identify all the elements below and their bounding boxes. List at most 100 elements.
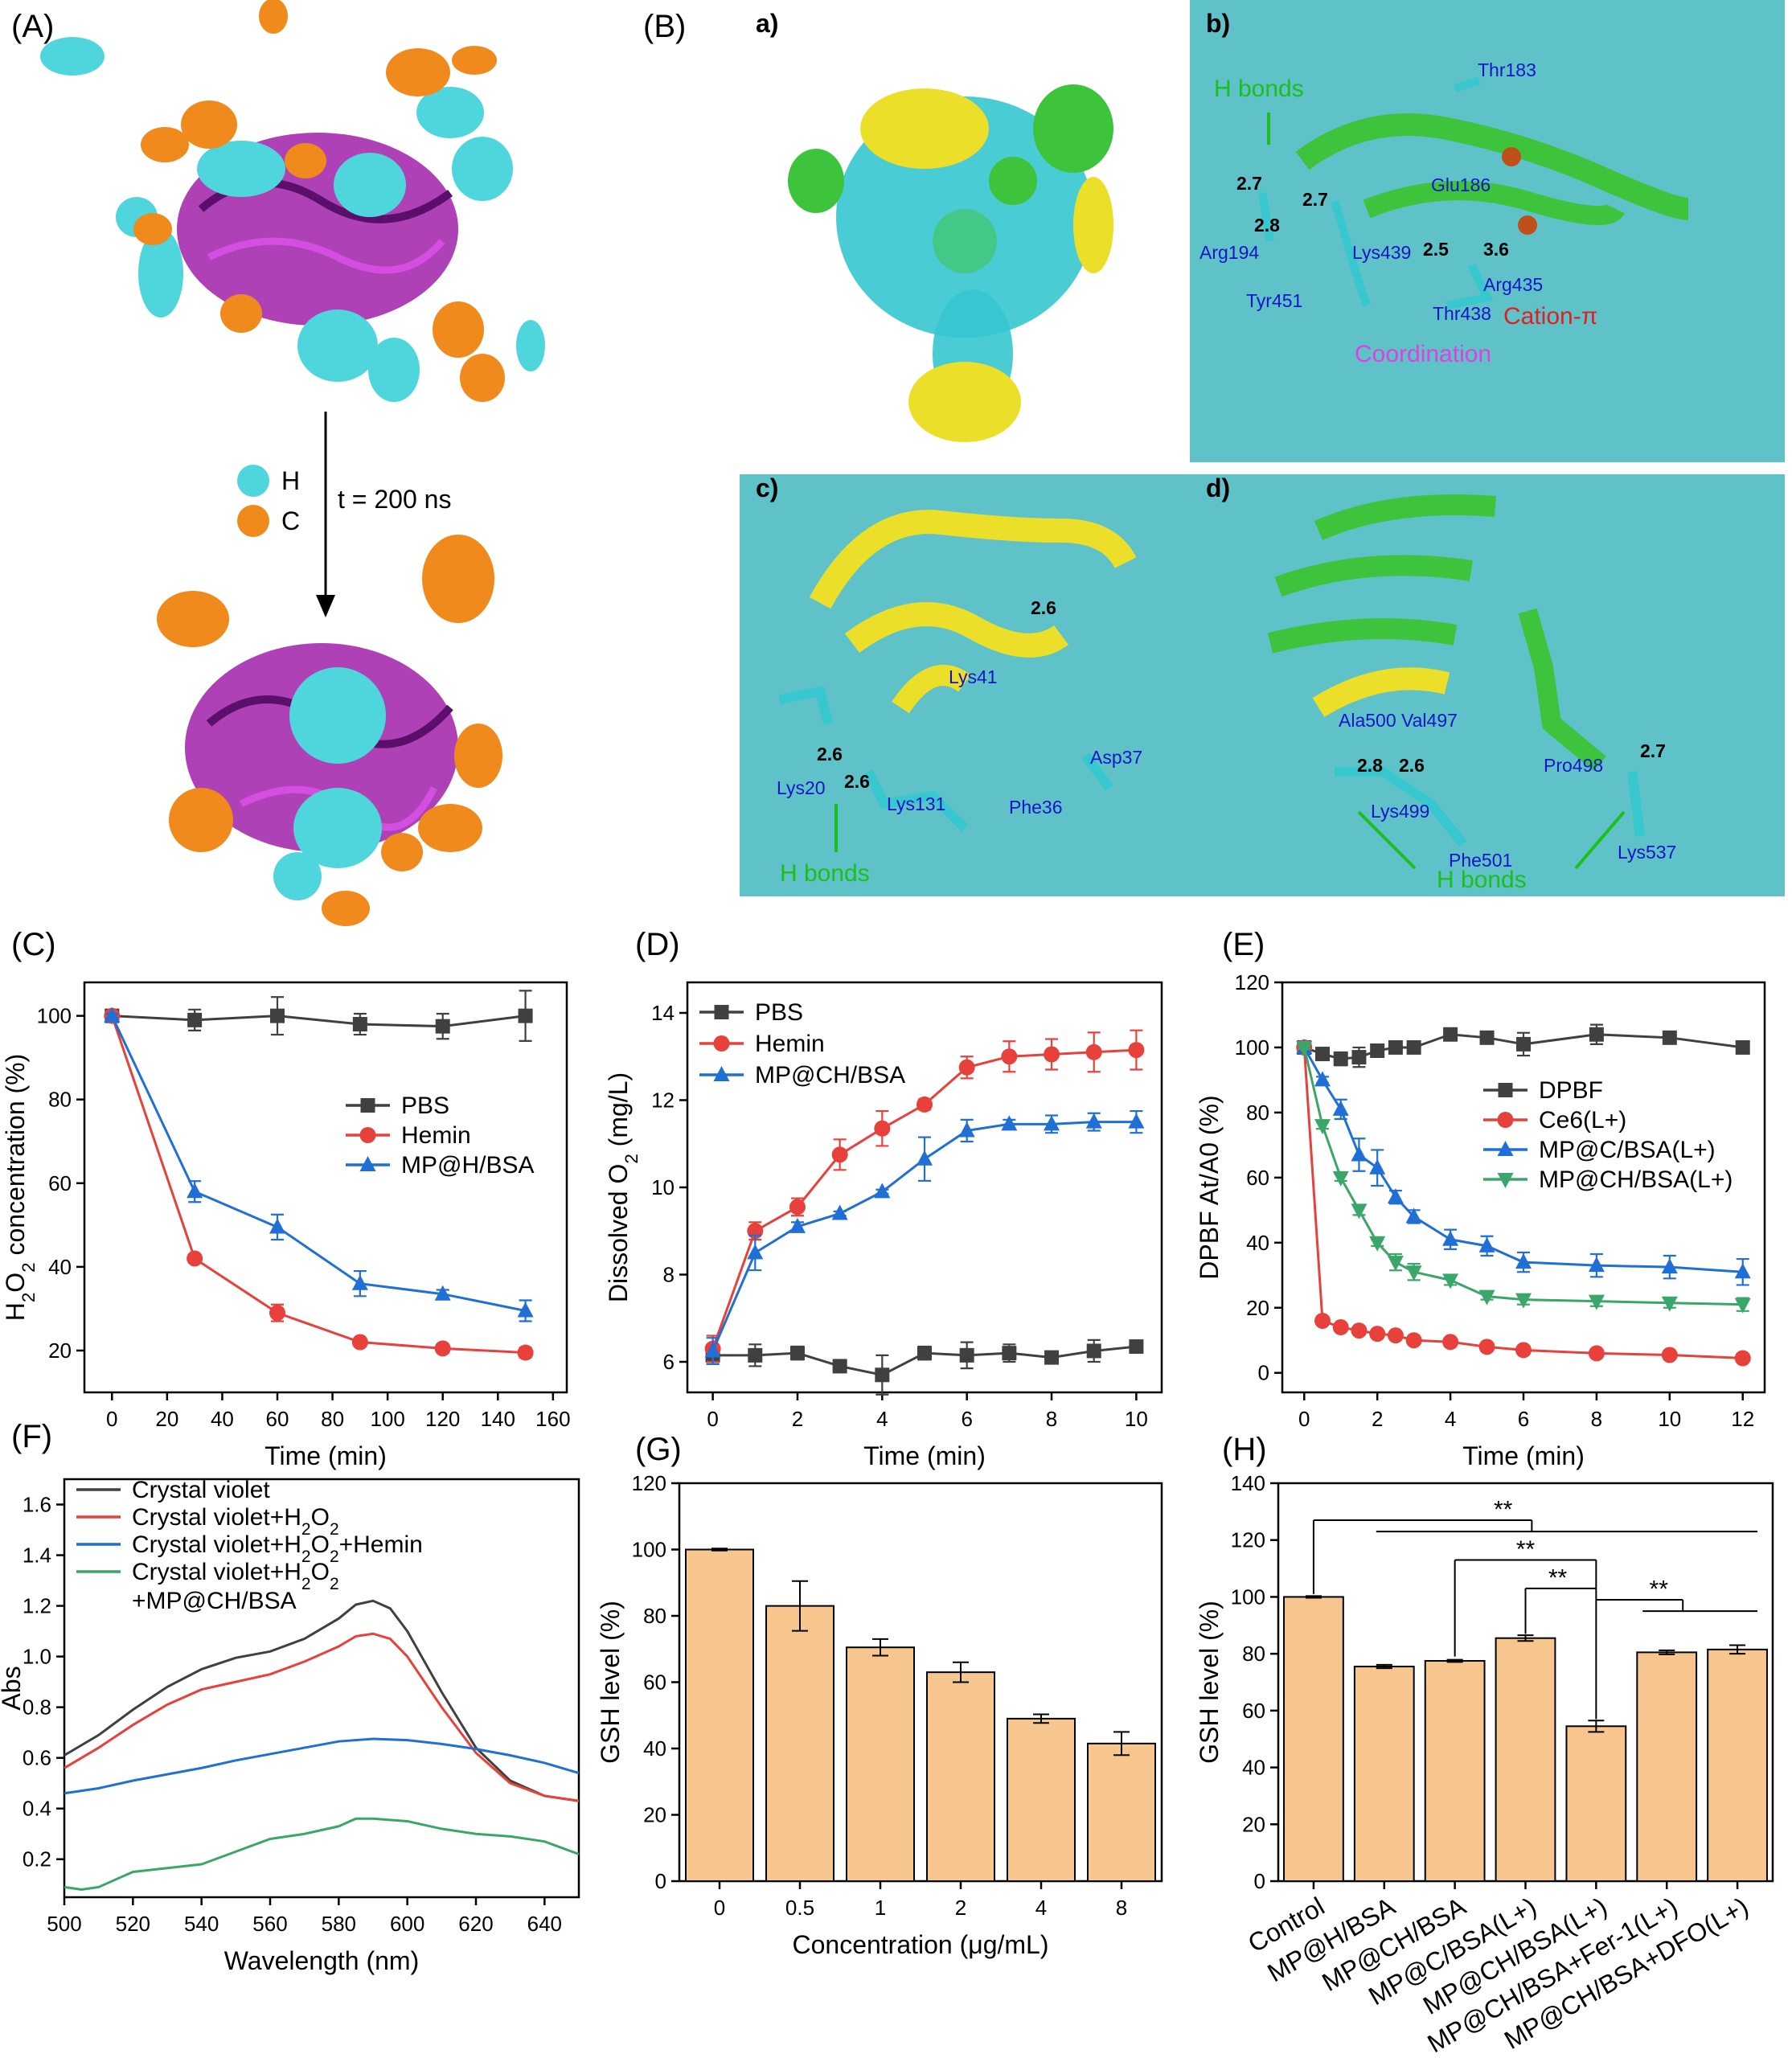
x-tick-label: 100 [370,1407,404,1431]
series-mp-c-bsa-l- [1296,1038,1751,1286]
data-point [1479,1030,1495,1045]
data-point [831,1146,848,1163]
x-tick-label: 120 [425,1407,460,1431]
data-point [1332,1100,1349,1116]
x-tick-label: 0 [1298,1407,1310,1431]
x-axis-label: Wavelength (nm) [224,1946,419,1975]
panel-label-D: (D) [635,927,680,962]
y-axis-label: DPBF At/A0 (%) [1195,1095,1224,1279]
data-point [1442,1230,1459,1246]
x-tick-label: 4 [1445,1407,1456,1431]
d-dist-2: 2.6 [1399,755,1425,776]
d-res-lys537: Lys537 [1618,842,1676,863]
y-axis-label: GSH level (%) [596,1601,625,1764]
bar [765,1605,834,1882]
legend-label: +MP@CH/BSA [132,1588,297,1614]
x-axis-label: Time (min) [863,1441,986,1470]
data-point [1515,1293,1532,1309]
legend-label: Crystal violet [132,1477,270,1503]
data-point [1662,1030,1677,1045]
b-coordination-label: Coordination [1355,341,1491,367]
data-point [1734,1263,1751,1279]
data-point [1333,1052,1348,1067]
y-tick-label: 14 [651,1001,675,1025]
b-res-thr183: Thr183 [1478,59,1536,80]
series-line [110,1015,526,1355]
x-tick-label: 1 [875,1896,886,1920]
data-point [874,1120,891,1137]
x-axis-label: Concentration (μg/mL) [792,1930,1048,1959]
bar [926,1671,995,1882]
y-tick-label: 100 [1231,1584,1265,1609]
data-point [351,1274,368,1290]
data-point [1086,1343,1101,1359]
b-dist-2: 2.7 [1302,189,1328,210]
x-tick-label: 6 [961,1407,972,1431]
data-point [352,1017,367,1032]
y-tick-label: 20 [1246,1296,1269,1320]
x-tick-label: 620 [458,1912,493,1936]
y-tick-label: 100 [632,1538,666,1562]
series-mp-h-bsa [104,1006,534,1322]
chart-e-dpbf: 0 20 40 60 80 100 120 0 2 4 6 8 10 12 Time (min) DPBF A… [1195,970,1766,1470]
sub-label-c: c) [756,474,778,502]
legend-label: PBS [755,999,803,1026]
legend-h-swatch [237,465,269,497]
x-axis-label: Time (min) [264,1441,387,1470]
y-tick-label: 80 [643,1604,666,1628]
d-res-phe501: Phe501 [1449,850,1512,871]
legend-label: Ce6(L+) [1539,1107,1626,1134]
data-point [747,1244,764,1260]
data-point [270,1008,285,1023]
data-point [1443,1027,1458,1042]
data-point [789,1346,805,1361]
data-point [269,1305,285,1322]
y-axis-label: Dissolved O2 (mg/L) [604,1072,642,1302]
axes-frame [83,981,568,1394]
data-point [1332,1319,1349,1336]
data-point [1387,1327,1404,1344]
legend-label: MP@CH/BSA [755,1062,905,1088]
y-tick-label: 40 [1242,1756,1265,1780]
sub-label-a: a) [756,9,778,38]
data-point [187,1183,203,1199]
x-tick-label: 2 [792,1407,803,1431]
b-hbonds-label: H bonds [1214,76,1304,102]
data-point [1478,1289,1495,1306]
data-point [917,1150,933,1166]
legend-marker [359,1127,376,1143]
data-point [1296,1040,1313,1056]
y-tick-label: 0 [1258,1361,1269,1385]
x-tick-label: 600 [390,1912,424,1936]
chart-f-absorbance: 0.2 0.4 0.6 0.8 1.0 1.2 1.4 1.6 500 520 540 560 580 6… [0,1477,580,1975]
sub-label-b: b) [1206,9,1230,38]
x-tick-label: 160 [535,1407,570,1431]
y-tick-label: 140 [1231,1471,1265,1495]
data-point [1405,1265,1422,1281]
axes-frame [63,1478,580,1899]
data-point [187,1250,203,1267]
legend-label: Crystal violet+H2O2 [132,1559,339,1593]
y-tick-label: 20 [1242,1812,1265,1836]
data-point [1406,1039,1421,1055]
y-tick-label: 100 [1235,1035,1269,1060]
y-tick-label: 80 [48,1088,72,1112]
series-crystal-violet-h2o2-mp-ch-bsa [64,1817,580,1892]
y-tick-label: 0 [655,1869,666,1893]
y-tick-label: 1.4 [23,1544,51,1568]
data-point [1128,1113,1145,1129]
data-point [1588,1257,1605,1273]
data-point [434,1340,451,1357]
data-point [1589,1027,1604,1042]
y-axis-label: H2O2 concentration (%) [1,1054,39,1322]
c-dist-2: 2.6 [817,744,843,765]
series-mp-ch-bsa [704,1109,1145,1365]
x-tick-label: 2 [1372,1407,1383,1431]
data-point [1044,1115,1060,1131]
data-point [1314,1119,1331,1135]
y-tick-label: 0.4 [23,1797,51,1821]
data-point [351,1334,368,1351]
legend-label: Hemin [755,1031,825,1057]
